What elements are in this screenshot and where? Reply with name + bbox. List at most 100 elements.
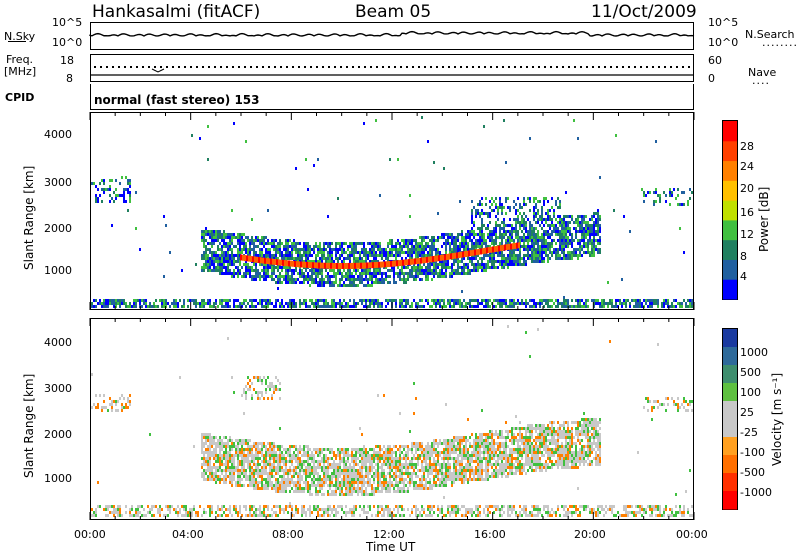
power-echo bbox=[405, 251, 407, 254]
power-echo bbox=[211, 269, 213, 272]
power-echo bbox=[335, 242, 337, 245]
power-echo bbox=[509, 209, 511, 212]
power-echo bbox=[545, 245, 547, 248]
power-echo bbox=[339, 299, 341, 302]
power-echo bbox=[555, 200, 557, 203]
power-echo bbox=[127, 191, 129, 194]
power-echo bbox=[177, 305, 179, 308]
velocity-echo bbox=[201, 451, 203, 454]
power-echo bbox=[105, 305, 107, 308]
power-echo bbox=[475, 212, 477, 215]
power-echo bbox=[529, 245, 531, 248]
power-echo bbox=[501, 299, 503, 302]
power-echo bbox=[551, 242, 553, 245]
power-echo bbox=[245, 248, 247, 251]
power-echo bbox=[375, 299, 377, 302]
velocity-echo bbox=[307, 472, 309, 475]
power-echo bbox=[679, 305, 681, 308]
power-echo bbox=[287, 278, 289, 281]
power-echo bbox=[471, 299, 473, 302]
power-echo bbox=[341, 302, 343, 305]
velocity-echo bbox=[341, 487, 343, 490]
power-echo bbox=[511, 251, 513, 254]
velocity-echo bbox=[267, 481, 269, 484]
power-echo bbox=[543, 233, 545, 236]
power-echo bbox=[675, 197, 677, 200]
power-echo bbox=[569, 242, 571, 245]
velocity-echo bbox=[241, 451, 243, 454]
velocity-echo bbox=[309, 484, 311, 487]
power-core bbox=[382, 261, 384, 268]
power-echo bbox=[371, 299, 373, 302]
power-echo bbox=[365, 251, 367, 254]
power-echo bbox=[485, 269, 487, 272]
velocity-echo bbox=[219, 436, 221, 439]
velocity-echo bbox=[209, 472, 211, 475]
power-echo bbox=[355, 242, 357, 245]
power-core bbox=[336, 262, 338, 269]
power-echo bbox=[581, 305, 583, 308]
power-echo bbox=[207, 254, 209, 257]
power-echo bbox=[529, 221, 531, 224]
power-echo bbox=[287, 254, 289, 257]
power-echo bbox=[207, 299, 209, 302]
power-echo bbox=[261, 269, 263, 272]
velocity-echo bbox=[307, 445, 309, 448]
power-echo bbox=[443, 236, 445, 239]
power-echo bbox=[235, 299, 237, 302]
cpid-text: normal (fast stereo) 153 bbox=[94, 93, 260, 107]
power-echo bbox=[591, 224, 593, 227]
power-echo bbox=[533, 233, 535, 236]
power-echo bbox=[119, 299, 121, 302]
power-echo bbox=[535, 227, 537, 230]
power-echo bbox=[531, 245, 533, 248]
power-echo bbox=[569, 227, 571, 230]
power-echo bbox=[229, 257, 231, 260]
velocity-echo bbox=[319, 451, 321, 454]
velocity-echo bbox=[315, 478, 317, 481]
power-echo bbox=[375, 269, 377, 272]
power-echo bbox=[213, 302, 215, 305]
velocity-echo bbox=[365, 469, 367, 472]
velocity-echo bbox=[353, 463, 355, 466]
velocity-echo bbox=[343, 448, 345, 451]
power-echo bbox=[623, 215, 625, 218]
power-echo bbox=[581, 221, 583, 224]
velocity-echo bbox=[261, 448, 263, 451]
velocity-echo bbox=[375, 472, 377, 475]
velocity-echo bbox=[327, 448, 329, 451]
power-echo bbox=[297, 272, 299, 275]
power-echo bbox=[369, 278, 371, 281]
power-echo bbox=[341, 248, 343, 251]
power-echo bbox=[361, 248, 363, 251]
power-echo bbox=[219, 254, 221, 257]
power-echo bbox=[265, 236, 267, 239]
power-echo bbox=[421, 116, 423, 119]
power-echo bbox=[585, 245, 587, 248]
velocity-echo bbox=[225, 469, 227, 472]
power-echo bbox=[541, 260, 543, 263]
power-echo bbox=[481, 227, 483, 230]
velocity-echo bbox=[117, 508, 119, 511]
power-core bbox=[428, 256, 430, 263]
velocity-echo bbox=[351, 457, 353, 460]
power-echo bbox=[257, 245, 259, 248]
power-echo bbox=[501, 212, 503, 215]
power-echo bbox=[391, 266, 393, 269]
xtick-6: 00:00 bbox=[676, 528, 708, 541]
power-echo bbox=[651, 302, 653, 305]
power-echo bbox=[539, 215, 541, 218]
velocity-echo bbox=[261, 394, 263, 397]
velocity-echo bbox=[297, 448, 299, 451]
velocity-echo bbox=[345, 451, 347, 454]
power-echo bbox=[577, 224, 579, 227]
power-echo bbox=[551, 224, 553, 227]
power-echo bbox=[267, 272, 269, 275]
power-echo bbox=[363, 269, 365, 272]
power-echo bbox=[273, 239, 275, 242]
velocity-echo bbox=[255, 391, 257, 394]
power-echo bbox=[331, 302, 333, 305]
velocity-echo bbox=[221, 508, 223, 511]
power-echo bbox=[491, 257, 493, 260]
velocity-echo bbox=[191, 508, 193, 511]
